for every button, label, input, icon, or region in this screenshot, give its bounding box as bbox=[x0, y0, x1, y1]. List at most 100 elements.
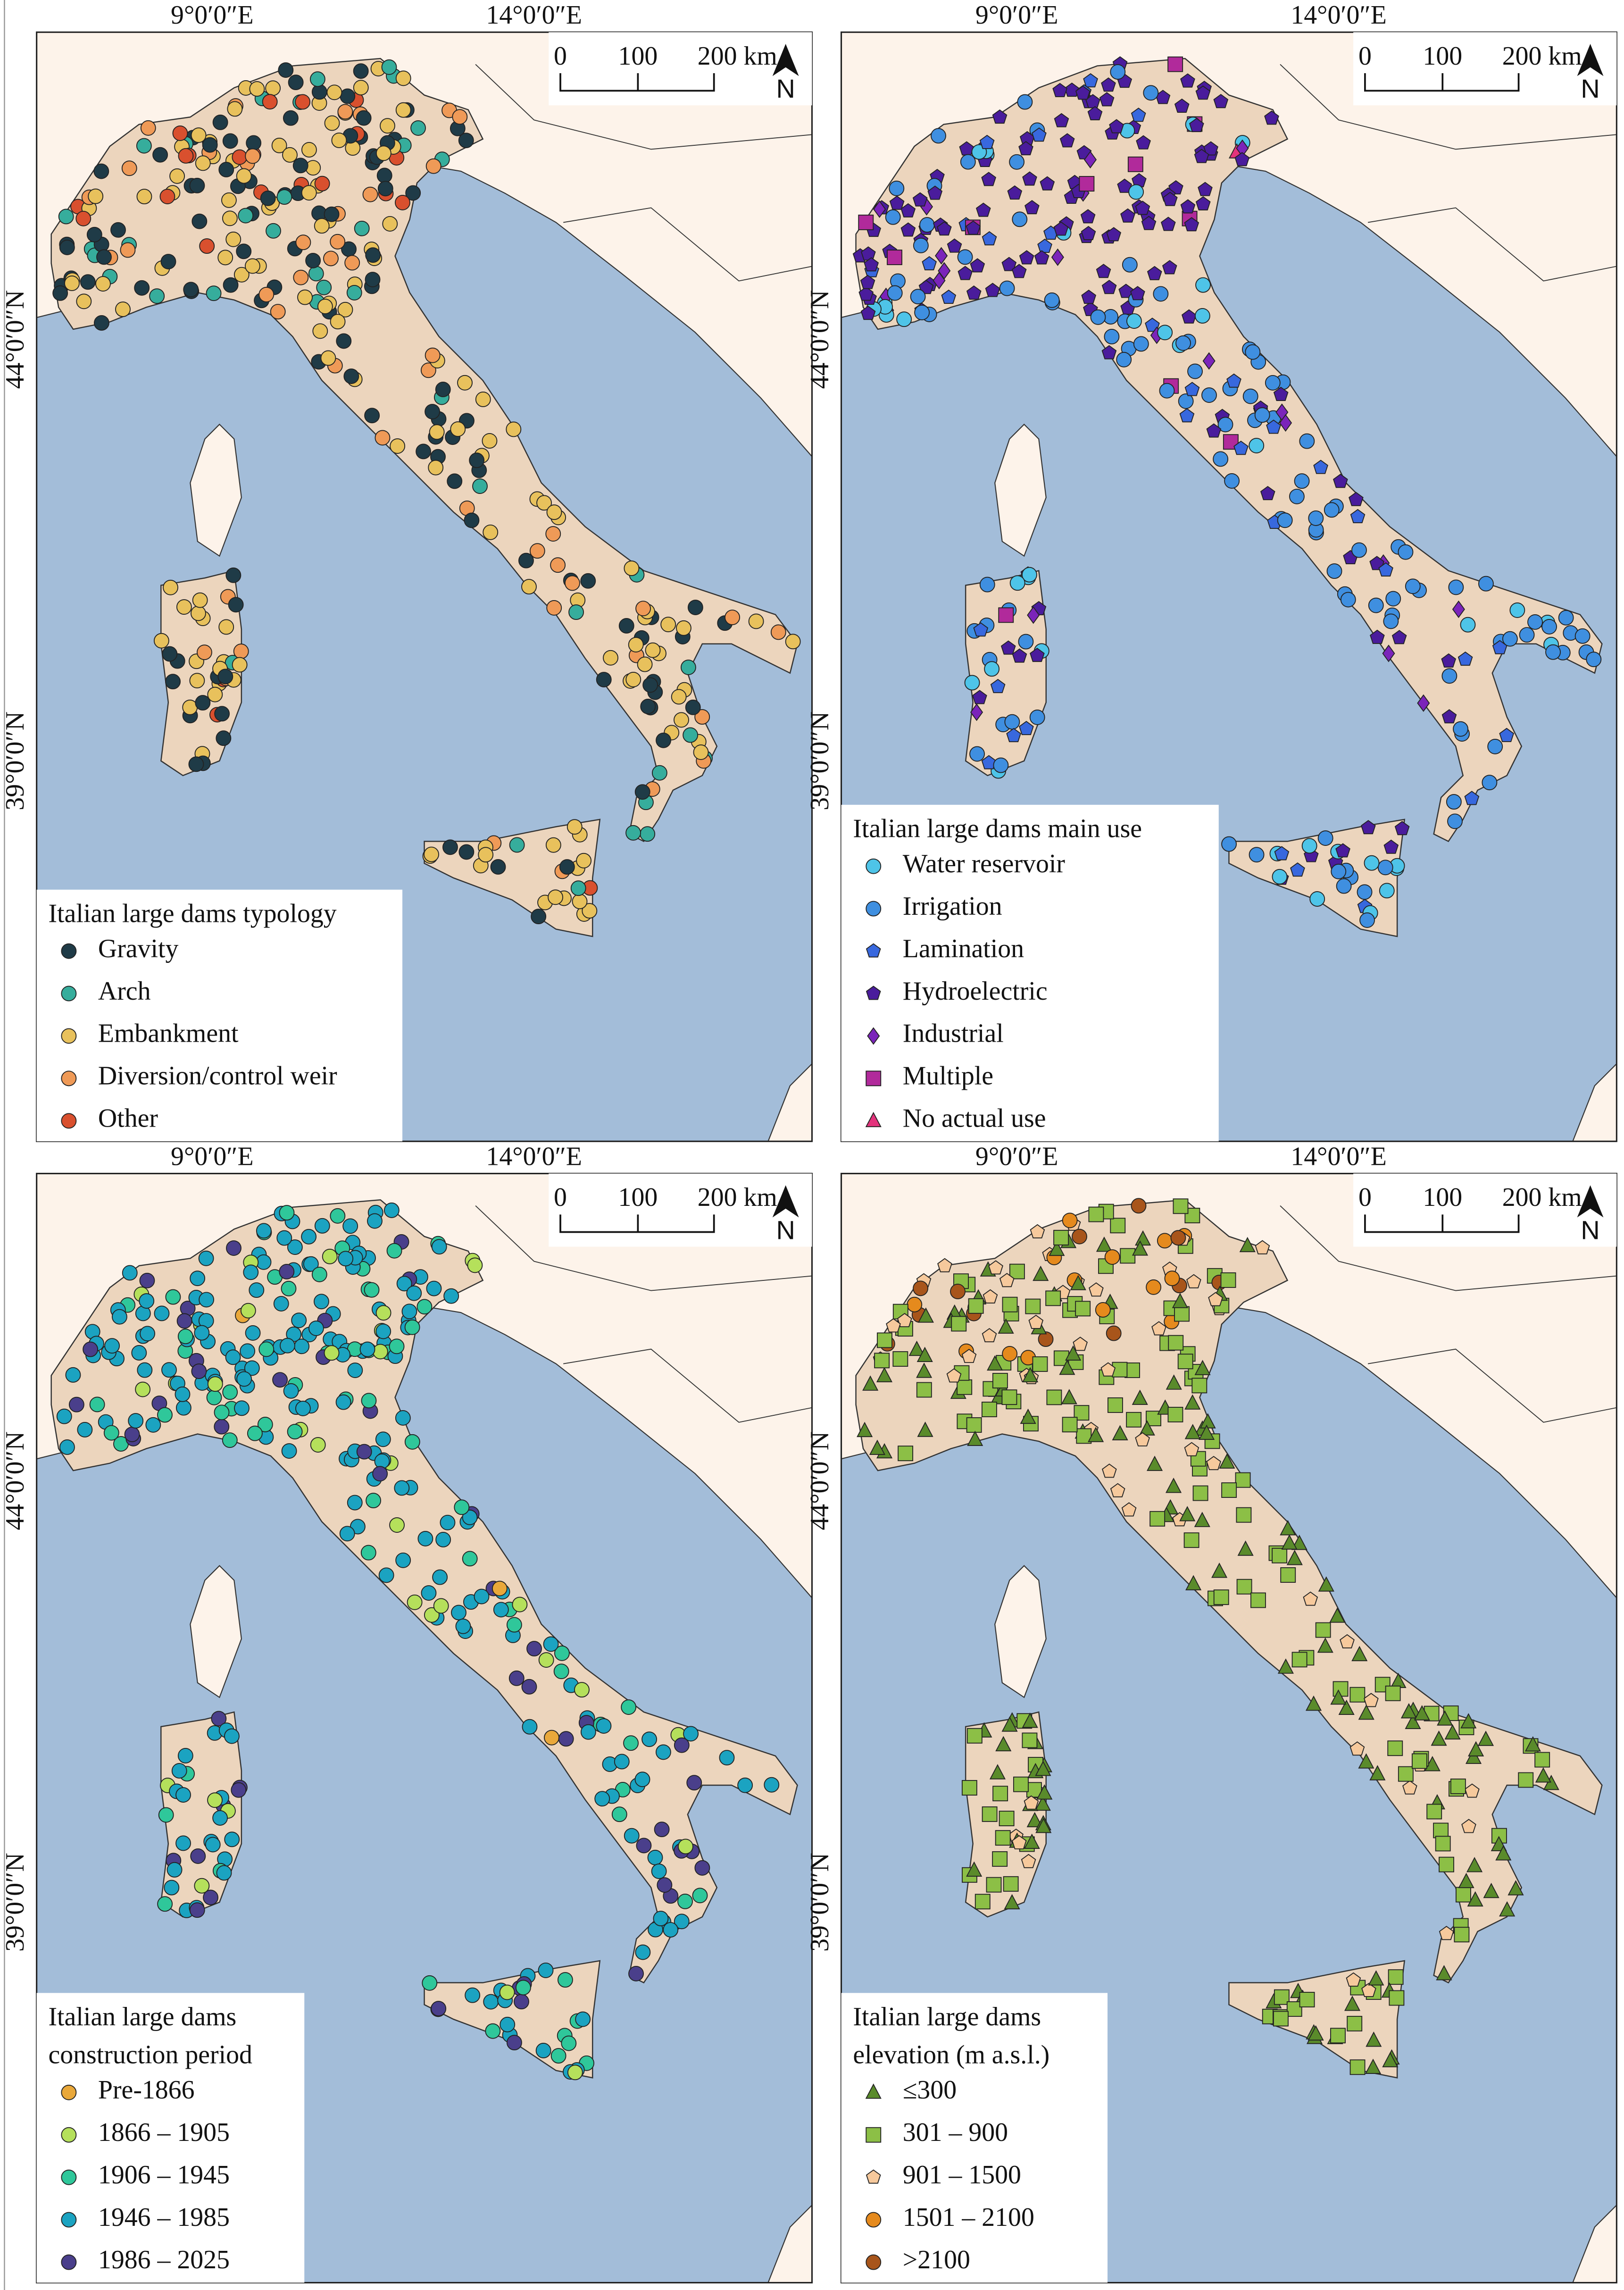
dam-marker bbox=[1213, 94, 1229, 109]
dam-marker bbox=[1465, 1748, 1482, 1764]
dam-marker bbox=[309, 71, 325, 87]
north-label: N bbox=[776, 1215, 795, 1245]
dam-marker bbox=[1024, 1833, 1040, 1849]
scale-bar-box bbox=[549, 1173, 812, 1247]
dam-marker bbox=[380, 118, 395, 134]
legend-label: >2100 bbox=[903, 2245, 970, 2274]
dam-marker bbox=[1315, 1622, 1331, 1638]
dam-marker bbox=[960, 154, 976, 170]
dam-marker bbox=[526, 1641, 542, 1657]
dam-marker bbox=[389, 1338, 405, 1354]
dam-marker bbox=[422, 1975, 438, 1991]
corsica bbox=[190, 1565, 242, 1698]
dam-marker bbox=[1110, 64, 1126, 80]
dam-marker bbox=[625, 671, 641, 687]
dam-marker bbox=[353, 80, 369, 96]
dam-marker bbox=[979, 577, 995, 593]
dam-marker bbox=[1487, 738, 1503, 754]
scale-bar-label: 0 bbox=[1358, 1183, 1372, 1212]
dam-marker bbox=[1195, 85, 1211, 100]
dam-marker bbox=[634, 784, 650, 800]
dam-marker bbox=[86, 226, 102, 242]
dam-marker bbox=[190, 605, 206, 621]
dam-marker bbox=[249, 81, 265, 97]
dam-marker bbox=[1001, 1716, 1018, 1732]
dam-marker bbox=[860, 275, 875, 289]
dam-marker bbox=[860, 306, 876, 320]
dam-marker bbox=[653, 1911, 669, 1927]
dam-marker bbox=[998, 607, 1014, 623]
dam-marker bbox=[417, 1530, 433, 1546]
dam-marker bbox=[1180, 73, 1195, 88]
legend-marker bbox=[865, 2083, 882, 2099]
dam-marker bbox=[1131, 108, 1146, 122]
dam-marker bbox=[451, 1605, 466, 1621]
legend-label: Industrial bbox=[903, 1019, 1004, 1048]
scale-bar-line bbox=[1364, 73, 1520, 92]
dam-marker bbox=[946, 1368, 962, 1383]
dam-marker bbox=[546, 600, 562, 616]
dam-marker bbox=[56, 1408, 72, 1424]
dam-marker bbox=[957, 1379, 973, 1395]
dam-marker bbox=[683, 1726, 699, 1742]
dam-marker bbox=[425, 158, 441, 174]
dam-marker bbox=[935, 247, 948, 265]
dam-marker bbox=[1018, 141, 1033, 156]
dam-marker bbox=[416, 443, 432, 460]
dam-marker bbox=[1220, 1272, 1236, 1288]
dam-marker bbox=[917, 1307, 934, 1323]
dam-marker bbox=[455, 1618, 471, 1634]
dam-marker bbox=[1249, 847, 1265, 863]
dam-marker bbox=[206, 285, 222, 301]
dam-marker bbox=[225, 231, 242, 247]
dam-marker bbox=[1236, 1579, 1252, 1595]
dam-marker bbox=[1370, 629, 1385, 644]
dam-marker bbox=[1072, 1229, 1087, 1245]
dam-marker bbox=[1022, 1732, 1038, 1748]
dam-marker bbox=[1291, 1534, 1308, 1550]
dam-marker bbox=[359, 1341, 375, 1357]
dam-marker bbox=[1519, 627, 1535, 643]
dam-marker bbox=[594, 1791, 610, 1807]
dam-marker bbox=[218, 619, 234, 635]
dam-marker bbox=[194, 1325, 210, 1341]
dam-marker bbox=[1126, 313, 1142, 329]
dam-marker bbox=[320, 350, 336, 366]
dam-marker bbox=[623, 1735, 639, 1751]
dam-marker bbox=[1079, 176, 1095, 192]
dam-marker bbox=[295, 1400, 311, 1416]
dam-marker bbox=[245, 148, 261, 164]
dam-marker bbox=[314, 1218, 330, 1234]
scale-bar: 0 100 200 km N bbox=[549, 1173, 812, 1247]
dam-marker bbox=[276, 189, 292, 205]
dam-marker bbox=[1106, 227, 1122, 242]
dam-marker bbox=[992, 109, 1008, 124]
dam-marker bbox=[1383, 613, 1399, 629]
dam-marker bbox=[1294, 473, 1310, 489]
scale-bar-label: 100 bbox=[1423, 1183, 1462, 1212]
dam-marker bbox=[122, 1265, 138, 1281]
dam-marker bbox=[1121, 1502, 1137, 1517]
dam-marker bbox=[95, 276, 111, 292]
dam-marker bbox=[189, 177, 205, 193]
map-panel: 0 100 200 km N 9°0′0″E 14°0′0″E 44°0′0″N 39°0′0… bbox=[805, 1142, 1617, 2284]
dam-marker bbox=[1333, 474, 1348, 488]
dam-marker bbox=[1011, 1835, 1027, 1849]
dam-marker bbox=[1045, 1290, 1061, 1306]
dam-marker bbox=[1160, 217, 1176, 231]
legend: Italian large dams construction period Pre… bbox=[36, 1993, 305, 2283]
dam-marker bbox=[1441, 668, 1457, 684]
dam-marker bbox=[490, 859, 506, 875]
dam-marker bbox=[216, 1865, 232, 1881]
dam-marker bbox=[993, 757, 1009, 773]
border bbox=[1280, 1205, 1617, 1291]
dam-marker bbox=[914, 304, 930, 320]
dam-marker bbox=[1330, 2028, 1346, 2044]
dam-marker bbox=[1011, 264, 1027, 278]
dam-marker bbox=[1201, 387, 1217, 403]
dam-marker bbox=[998, 1318, 1014, 1334]
dam-marker bbox=[1130, 286, 1145, 301]
dam-marker bbox=[217, 250, 233, 266]
dam-marker bbox=[1099, 92, 1115, 107]
